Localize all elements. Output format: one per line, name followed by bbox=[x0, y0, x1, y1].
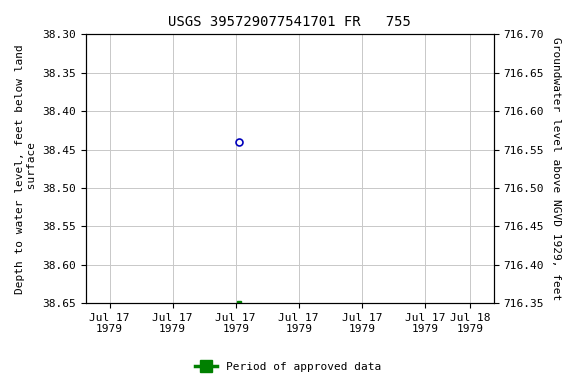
Title: USGS 395729077541701 FR   755: USGS 395729077541701 FR 755 bbox=[168, 15, 411, 29]
Y-axis label: Groundwater level above NGVD 1929, feet: Groundwater level above NGVD 1929, feet bbox=[551, 37, 561, 300]
Legend: Period of approved data: Period of approved data bbox=[191, 358, 385, 377]
Y-axis label: Depth to water level, feet below land
 surface: Depth to water level, feet below land su… bbox=[15, 44, 37, 294]
